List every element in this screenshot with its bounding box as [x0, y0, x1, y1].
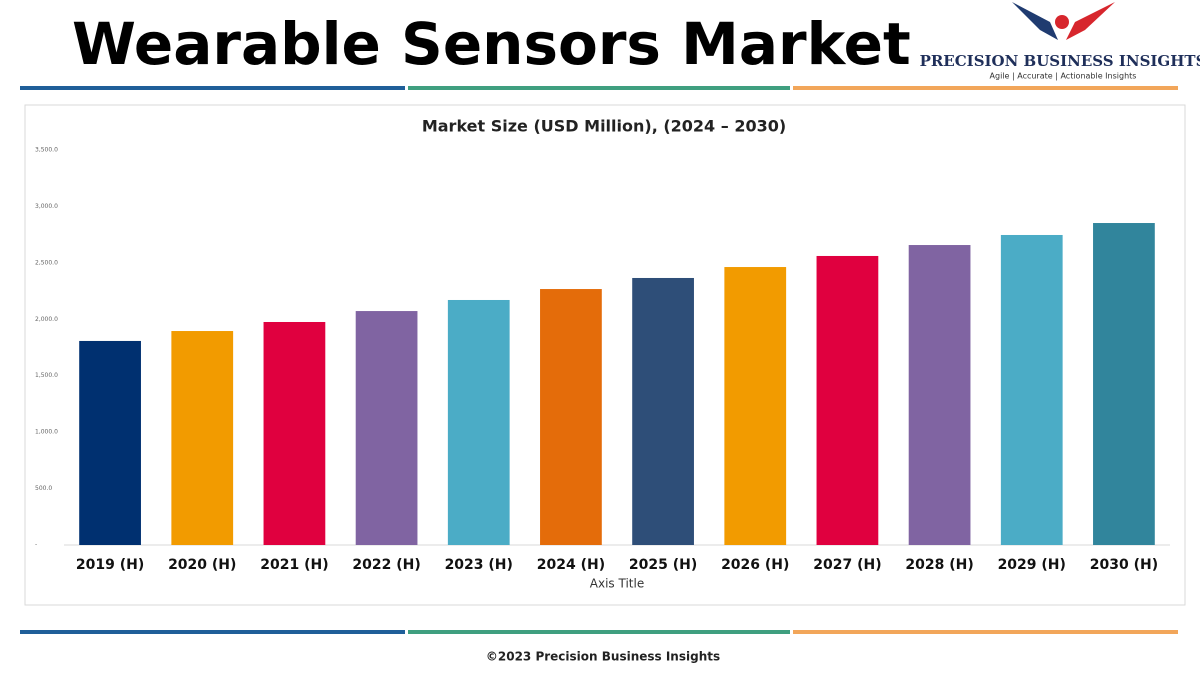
- x-tick-label: 2027 (H): [813, 557, 881, 573]
- chart-title: Market Size (USD Million), (2024 – 2030): [422, 117, 786, 136]
- x-tick-label: 2026 (H): [721, 557, 789, 573]
- x-tick-label: 2030 (H): [1090, 557, 1158, 573]
- y-tick-label: 1,500.0: [35, 372, 58, 379]
- x-tick-label: 2028 (H): [905, 557, 973, 573]
- bar: [447, 299, 510, 545]
- brand-tagline: Agile | Accurate | Actionable Insights: [990, 72, 1137, 81]
- bar: [724, 267, 787, 545]
- logo-wing-right: [1066, 2, 1115, 40]
- bar: [263, 321, 326, 545]
- bar: [171, 331, 234, 545]
- y-tick-label: 500.0: [35, 485, 52, 492]
- bar: [540, 289, 602, 545]
- logo-head: [1055, 15, 1069, 29]
- y-tick-label: 2,000.0: [35, 316, 58, 323]
- logo: PRECISION BUSINESS INSIGHTS Agile | Accu…: [920, 2, 1200, 81]
- footer-copyright: ©2023 Precision Business Insights: [486, 650, 720, 664]
- bar: [1000, 234, 1063, 545]
- x-axis-title: Axis Title: [590, 577, 644, 591]
- y-tick-label: 3,000.0: [35, 203, 58, 210]
- bar: [816, 255, 879, 546]
- x-tick-label: 2029 (H): [998, 557, 1066, 573]
- page-title: Wearable Sensors Market: [72, 10, 911, 78]
- x-tick-label: 2020 (H): [168, 557, 236, 573]
- x-tick-label: 2023 (H): [445, 557, 513, 573]
- x-tick-label: 2024 (H): [537, 557, 605, 573]
- y-tick-label: 3,500.0: [35, 147, 58, 154]
- bar: [355, 311, 418, 545]
- brand-name: PRECISION BUSINESS INSIGHTS: [920, 52, 1200, 70]
- bar: [632, 277, 694, 545]
- x-tick-label: 2021 (H): [260, 557, 328, 573]
- x-tick-label: 2025 (H): [629, 557, 697, 573]
- x-tick-label: 2019 (H): [76, 557, 144, 573]
- y-tick-label: 2,500.0: [35, 259, 58, 266]
- bar: [1093, 223, 1155, 546]
- x-tick-label: 2022 (H): [352, 557, 420, 573]
- chart-frame: [24, 104, 1186, 606]
- logo-wing-left: [1012, 2, 1058, 40]
- bar: [908, 245, 971, 546]
- y-tick-label: 1,000.0: [35, 429, 58, 436]
- bar: [79, 340, 141, 545]
- y-tick-label: -: [35, 542, 37, 549]
